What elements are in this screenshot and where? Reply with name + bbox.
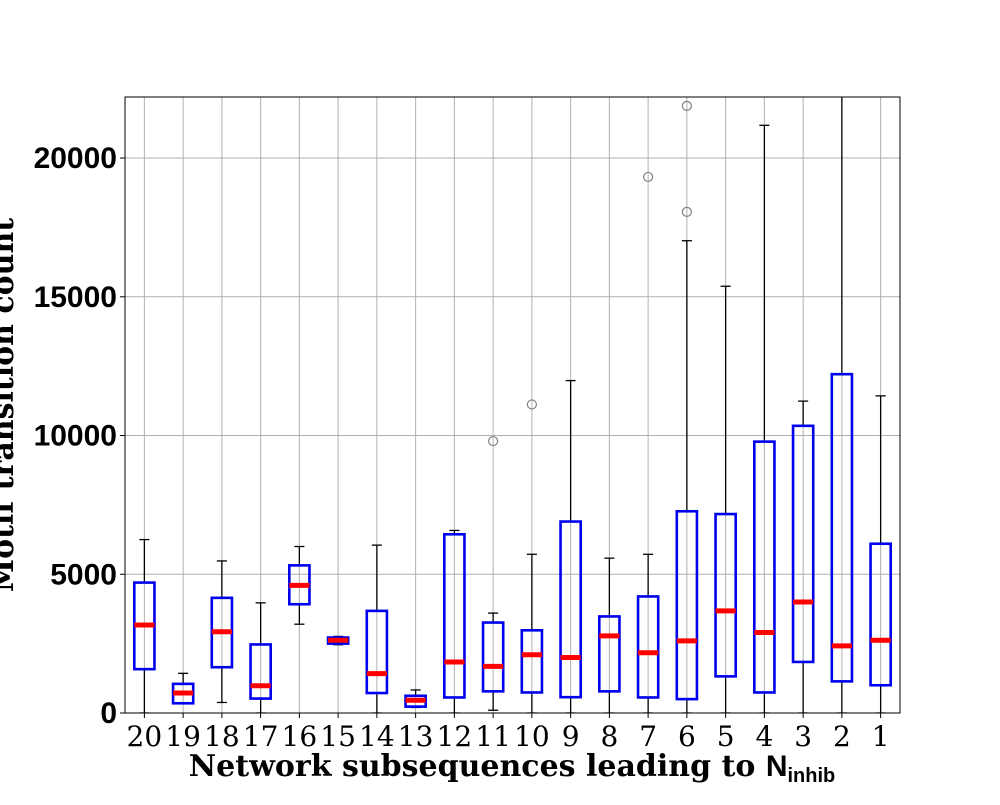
box-2 [830, 97, 854, 713]
box-series [133, 97, 892, 713]
box-iqr [791, 424, 815, 664]
box-3 [791, 400, 815, 713]
box-iqr [481, 621, 505, 693]
outlier-point [681, 100, 692, 111]
x-tick-label: 6 [678, 720, 696, 753]
box-iqr [636, 595, 660, 699]
box-17 [249, 602, 273, 713]
box-iqr [830, 372, 854, 683]
x-tick-label: 12 [437, 720, 473, 753]
box-8 [597, 557, 621, 713]
x-tick-label: 3 [794, 720, 812, 753]
x-tick-label: 11 [475, 720, 511, 753]
x-tick-label: 19 [165, 720, 201, 753]
box-iqr [559, 520, 582, 699]
box-iqr [249, 643, 273, 700]
x-axis-label: Network subsequences leading to Ninhib [189, 749, 836, 787]
y-axis-ticks: 0 5000 10000 15000 20000 [34, 142, 125, 730]
box-iqr [520, 629, 544, 694]
box-iqr [752, 440, 776, 694]
y-axis-label: Motif transition count [0, 218, 21, 592]
x-tick-label: 5 [717, 720, 735, 753]
x-tick-label: 15 [320, 720, 356, 753]
box-1 [869, 395, 892, 713]
box-13 [404, 689, 427, 709]
x-tick-label: 1 [872, 720, 890, 753]
box-6 [675, 100, 699, 713]
x-tick-label: 8 [600, 720, 618, 753]
x-tick-label: 2 [833, 720, 851, 753]
x-axis-ticks: 20 19 18 17 16 15 14 13 12 11 10 9 8 7 6 5 4 3 2 1 [127, 713, 890, 753]
box-15 [326, 635, 350, 646]
box-iqr [869, 542, 892, 687]
x-tick-label: 16 [282, 720, 318, 753]
box-12 [442, 529, 466, 713]
x-axis-label-math: N [766, 750, 788, 783]
x-tick-label: 18 [204, 720, 240, 753]
x-axis-label-text: Network subsequences leading to [189, 749, 766, 784]
outlier-point [526, 399, 537, 410]
outlier-point [643, 171, 654, 183]
box-10 [520, 399, 544, 713]
box-20 [133, 538, 156, 713]
y-tick-label: 5000 [50, 558, 117, 591]
x-tick-label: 13 [398, 720, 434, 753]
box-18 [210, 560, 234, 704]
box-iqr [442, 533, 466, 699]
x-tick-label: 20 [127, 720, 163, 753]
box-4 [752, 124, 776, 713]
box-16 [287, 545, 311, 625]
outlier-point [488, 435, 499, 447]
grid-lines [125, 97, 900, 714]
x-tick-label: 17 [243, 720, 279, 753]
x-axis-label-math-sub: inhib [788, 765, 836, 787]
box-11 [481, 435, 505, 711]
x-tick-label: 14 [359, 720, 395, 753]
box-5 [714, 285, 737, 713]
box-iqr [675, 509, 699, 701]
box-7 [636, 171, 660, 713]
x-tick-label: 4 [755, 720, 773, 753]
x-tick-label: 10 [514, 720, 550, 753]
x-tick-label: 9 [562, 720, 580, 753]
box-iqr [714, 512, 737, 678]
y-tick-label: 15000 [34, 281, 117, 314]
box-19 [171, 672, 195, 705]
box-9 [559, 379, 582, 713]
y-tick-label: 10000 [34, 420, 117, 453]
y-tick-label: 20000 [34, 142, 117, 175]
y-tick-label: 0 [100, 697, 117, 730]
box-iqr [597, 615, 621, 693]
outlier-point [681, 206, 692, 217]
x-tick-label: 7 [639, 720, 657, 753]
box-iqr [365, 609, 389, 695]
box-14 [365, 544, 389, 713]
plot-frame [124, 96, 901, 714]
